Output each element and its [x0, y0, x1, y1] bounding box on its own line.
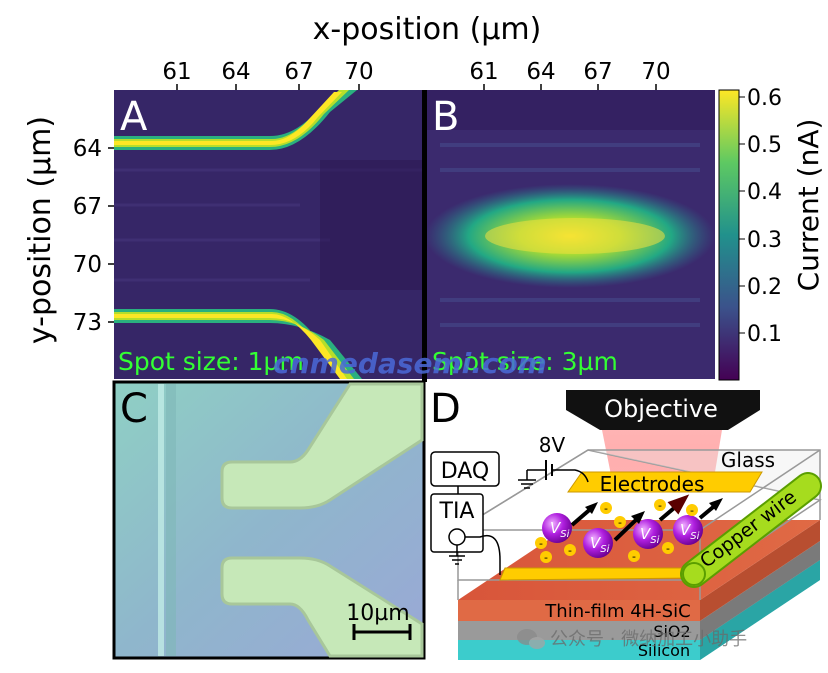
x-tick-a-67: 67 — [284, 59, 313, 85]
electron-arrows — [570, 494, 723, 542]
electron: - — [540, 551, 552, 564]
panel-b-spot-size: Spot size: 3µm — [432, 347, 618, 376]
vsi-sub: Si — [690, 531, 699, 542]
vsi-main: V — [680, 521, 692, 539]
colorbar-tick-06: 0.6 — [747, 86, 782, 111]
electron: - — [628, 550, 640, 563]
svg-text:-: - — [539, 537, 543, 550]
x-tick-a-61: 61 — [162, 59, 191, 85]
wechat-text: 公众号 · 微纳加工小助手 — [550, 629, 747, 650]
y-ticks: 64 67 70 73 — [73, 136, 114, 336]
panel-b: B Spot size: 3µm — [425, 90, 715, 379]
voltage-source: 8V — [518, 433, 589, 489]
daq-box — [430, 451, 500, 487]
x-tick-a-64: 64 — [221, 59, 250, 85]
vsi-main: V — [590, 534, 602, 552]
electrode-front — [499, 567, 696, 581]
svg-text:-: - — [544, 551, 548, 564]
electron: - — [662, 542, 674, 555]
colorbar-title: Current (nA) — [792, 119, 825, 292]
vsi-defect: VSi — [542, 513, 572, 543]
panel-d: D Objective Glass Electrodes — [430, 386, 822, 660]
vsi-defect: VSi — [583, 528, 613, 558]
panel-c-letter: C — [120, 386, 148, 432]
x-ticks-panel-b: 61 64 67 70 — [469, 59, 671, 90]
silicon-label: Silicon — [638, 641, 690, 660]
objective-lens — [566, 390, 760, 430]
vsi-sub: Si — [650, 535, 659, 546]
svg-text:-: - — [666, 542, 670, 555]
panel-d-letter: D — [430, 386, 461, 432]
electrons: - - - - - - - - - — [535, 499, 698, 564]
scale-bar-label: 10µm — [346, 601, 409, 626]
svg-text:-: - — [568, 544, 572, 557]
x-tick-b-67: 67 — [583, 59, 612, 85]
sic-label: Thin-film 4H-SiC — [544, 601, 690, 622]
vsi-defect: VSi — [633, 519, 663, 549]
y-tick-73: 73 — [73, 310, 102, 336]
electron: - — [535, 537, 547, 550]
tia-label: TIA — [439, 499, 475, 524]
colorbar: 0.6 0.5 0.4 0.3 0.2 0.1 Current (nA) — [718, 86, 825, 381]
x-axis-title: x-position (µm) — [313, 12, 542, 47]
svg-text:-: - — [604, 502, 608, 515]
electron: - — [686, 504, 698, 517]
y-tick-70: 70 — [73, 252, 102, 278]
x-ticks-panel-a: 61 64 67 70 — [162, 59, 374, 90]
voltage-label: 8V — [539, 433, 566, 457]
sic-layer — [458, 600, 700, 621]
svg-text:VSi: VSi — [590, 534, 610, 555]
daq-tia-circuit: DAQ TIA — [430, 451, 501, 575]
svg-text:VSi: VSi — [550, 519, 570, 540]
panel-c: C 10µm — [112, 380, 426, 660]
svg-text:VSi: VSi — [680, 521, 700, 542]
y-tick-64: 64 — [73, 136, 102, 162]
vsi-sub: Si — [560, 529, 569, 540]
svg-text:-: - — [618, 516, 622, 529]
panel-b-letter: B — [432, 94, 459, 140]
sio2-label: SiO2 — [653, 622, 690, 641]
wechat-watermark: 公众号 · 微纳加工小助手 — [517, 629, 747, 650]
watermark: cnmedasemi.com — [273, 347, 547, 380]
svg-text:-: - — [658, 499, 662, 512]
colorbar-tick-01: 0.1 — [747, 322, 782, 347]
y-axis-title: y-position (µm) — [23, 116, 58, 344]
micrograph-electrode-upper — [220, 382, 424, 510]
daq-label: DAQ — [441, 459, 490, 484]
panel-a: A Spot size: 1µm — [114, 90, 423, 379]
electrode-back — [567, 471, 763, 493]
x-tick-b-64: 64 — [526, 59, 555, 85]
colorbar-tick-05: 0.5 — [747, 133, 782, 158]
electron: - — [564, 544, 576, 557]
colorbar-tick-02: 0.2 — [747, 275, 782, 300]
vsi-defect: VSi — [673, 515, 703, 545]
objective-label: Objective — [604, 395, 718, 423]
x-tick-a-70: 70 — [344, 59, 373, 85]
electron: - — [654, 499, 666, 512]
colorbar-tick-03: 0.3 — [747, 228, 782, 253]
electrodes-label: Electrodes — [600, 472, 705, 496]
x-tick-b-61: 61 — [469, 59, 498, 85]
y-tick-67: 67 — [73, 194, 102, 220]
scale-bar — [352, 624, 412, 640]
vsi-main: V — [550, 519, 562, 537]
svg-text:-: - — [632, 550, 636, 563]
electron: - — [600, 502, 612, 515]
svg-text:-: - — [690, 504, 694, 517]
svg-text:VSi: VSi — [640, 525, 660, 546]
electron: - — [614, 516, 626, 529]
vsi-main: V — [640, 525, 652, 543]
panel-a-spot-size: Spot size: 1µm — [118, 347, 304, 376]
panel-a-letter: A — [120, 94, 148, 140]
glass-label: Glass — [721, 448, 775, 472]
vsi-sub: Si — [600, 544, 609, 555]
x-tick-b-70: 70 — [641, 59, 670, 85]
vsi-defects: VSi VSi VSi VSi — [542, 513, 703, 558]
colorbar-tick-04: 0.4 — [747, 180, 782, 205]
